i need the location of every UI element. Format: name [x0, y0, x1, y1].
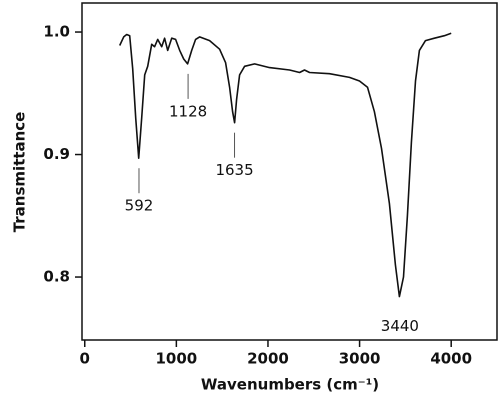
- x-tick-label: 1000: [155, 350, 197, 368]
- plot-frame: [81, 2, 498, 341]
- y-tick-label: 1.0: [43, 23, 70, 41]
- x-tick-label: 3000: [339, 350, 381, 368]
- y-tick-label: 0.8: [43, 268, 70, 286]
- annotation: 3440: [381, 317, 419, 335]
- x-tick-label: 2000: [247, 350, 289, 368]
- x-tick-label: 0: [80, 350, 90, 368]
- annotation: 592: [125, 197, 154, 215]
- annotation: 1128: [169, 102, 207, 120]
- x-axis-title: Wavenumbers (cm⁻¹): [201, 376, 379, 394]
- y-axis-title: Transmittance: [11, 112, 29, 233]
- spectrum-line: [118, 32, 452, 298]
- x-tick-label: 4000: [430, 350, 472, 368]
- y-tick-label: 0.9: [43, 145, 70, 163]
- annotation: 1635: [215, 161, 253, 179]
